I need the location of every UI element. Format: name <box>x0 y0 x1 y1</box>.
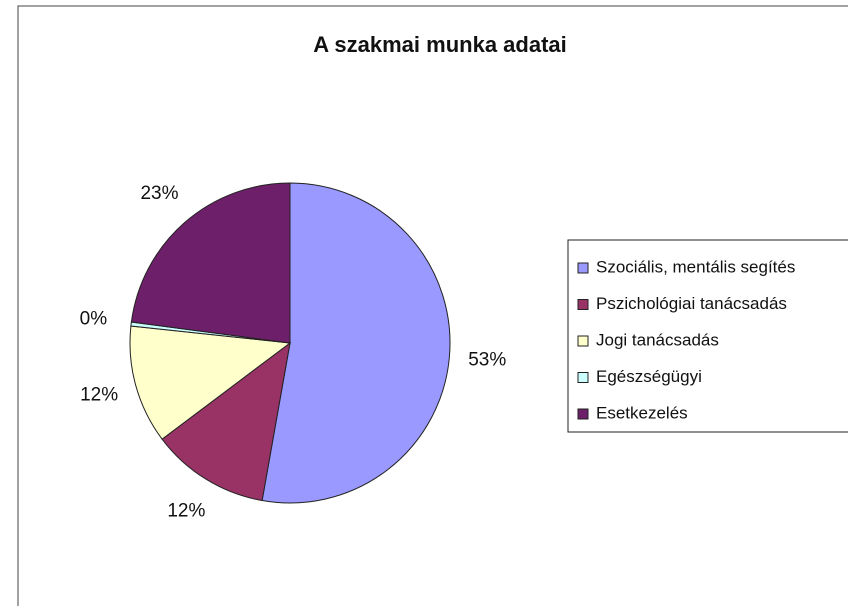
chart-title: A szakmai munka adatai <box>313 32 567 57</box>
legend-label: Jogi tanácsadás <box>596 330 719 349</box>
legend-label: Pszichológiai tanácsadás <box>596 294 787 313</box>
legend-label: Esetkezelés <box>596 403 688 422</box>
legend-box <box>567 239 848 433</box>
pie-slice <box>130 182 291 344</box>
data-label: 0% <box>80 309 108 330</box>
legend-marker <box>577 408 589 420</box>
pie-slice <box>129 325 292 440</box>
data-label: 12% <box>80 385 118 406</box>
data-label: 23% <box>140 183 178 204</box>
legend-marker <box>577 299 589 310</box>
legend-marker <box>577 335 589 347</box>
data-label: 12% <box>167 501 205 522</box>
legend-label: Szociális, mentális segítés <box>596 257 795 276</box>
legend-marker <box>577 262 589 274</box>
pie-slice <box>161 341 291 502</box>
pie-slice <box>261 182 451 504</box>
legend-label: Egészségügyi <box>596 367 702 386</box>
data-label: 53% <box>468 349 506 370</box>
legend-marker <box>577 372 589 383</box>
